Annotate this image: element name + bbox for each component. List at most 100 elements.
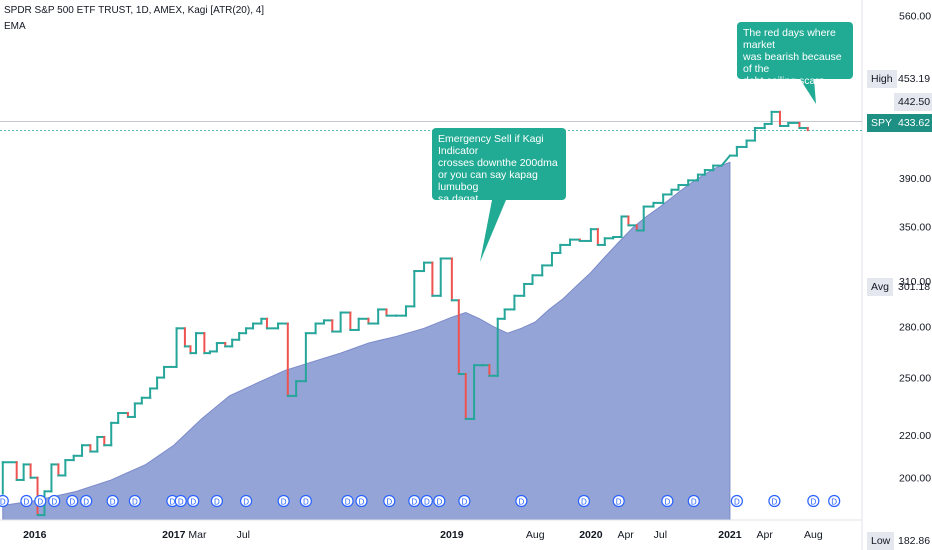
low-tag: Low [867, 532, 895, 550]
dividend-marker-label: D [214, 498, 220, 507]
x-tick-label: 2017 [162, 529, 186, 541]
x-tick-label: 2019 [440, 529, 464, 541]
dividend-marker [661, 494, 674, 508]
dividend-marker [768, 494, 781, 508]
dividend-marker [355, 494, 368, 508]
dividend-marker-label: D [69, 498, 75, 507]
dividend-marker-label: D [24, 498, 30, 507]
dividend-marker-label: D [243, 498, 249, 507]
dividend-marker-label: D [345, 498, 351, 507]
dividend-marker-label: D [51, 498, 57, 507]
dividend-marker [612, 494, 625, 508]
high-value: 453.19 [898, 73, 931, 85]
annotation-debt-ceiling[interactable]: The red days where market was bearish be… [737, 22, 853, 87]
high-label: High [871, 73, 893, 85]
dividend-marker-label: D [303, 498, 309, 507]
y-tick-label: 200.00 [899, 473, 931, 485]
dividend-marker [34, 494, 47, 508]
dividend-marker [433, 494, 446, 508]
y-tick-label: 250.00 [899, 373, 931, 385]
dividend-marker-label: D [37, 498, 43, 507]
dividend-marker [210, 494, 223, 508]
x-tick-label: Jul [237, 529, 250, 541]
dividend-marker [48, 494, 61, 508]
dividend-marker-label: D [178, 498, 184, 507]
x-tick-label: Apr [757, 529, 774, 541]
y-tick-label: 220.00 [899, 430, 931, 442]
chart-legend-ema: EMA [4, 21, 26, 32]
dividend-marker [828, 494, 841, 508]
dividend-marker-label: D [170, 498, 176, 507]
high-tag: High [867, 70, 897, 88]
dividend-marker [383, 494, 396, 508]
y-tick-label: 560.00 [899, 11, 931, 23]
dividend-marker [277, 494, 290, 508]
dividend-marker [687, 494, 700, 508]
dividend-marker-label: D [616, 498, 622, 507]
dividend-marker [420, 494, 433, 508]
dividend-marker-label: D [772, 498, 778, 507]
dividend-marker [0, 494, 9, 508]
x-tick-label: Mar [188, 529, 207, 541]
dividend-marker [577, 494, 591, 508]
dividend-marker-label: D [734, 498, 740, 507]
annotation-pointer-debt [800, 79, 816, 104]
dividend-marker-label: D [132, 498, 138, 507]
y-tick-label: 310.00 [899, 276, 931, 288]
spy-tag: SPY [867, 114, 897, 132]
dividend-marker [458, 494, 471, 508]
dividend-marker-label: D [190, 498, 196, 507]
dividend-marker [66, 494, 79, 508]
dividend-marker-label: D [424, 498, 430, 507]
ema-area [2, 161, 731, 521]
dividend-marker [106, 494, 119, 508]
avg-value: 301.18 [898, 281, 931, 293]
dividend-marker [299, 494, 312, 508]
spy-value: 433.62 [894, 114, 932, 132]
dividend-marker [341, 494, 354, 508]
x-tick-label: 2021 [718, 529, 742, 541]
avg-tag: Avg [867, 278, 893, 296]
dividend-marker [730, 494, 743, 508]
dividend-marker-label: D [461, 498, 467, 507]
chart-legend-title: SPDR S&P 500 ETF TRUST, 1D, AMEX, Kagi [… [4, 5, 265, 16]
dividend-marker-label: D [110, 498, 116, 507]
level-value: 442.50 [894, 93, 932, 111]
annotation-emergency-sell[interactable]: Emergency Sell if Kagi Indicator crosses… [432, 128, 566, 205]
y-tick-label: 280.00 [899, 322, 931, 334]
dividend-marker-label: D [386, 498, 392, 507]
y-tick-label: 350.00 [899, 222, 931, 234]
x-tick-label: Aug [804, 529, 823, 541]
dividend-marker [187, 494, 200, 508]
x-tick-label: 2016 [23, 529, 47, 541]
dividend-marker [239, 494, 253, 508]
dividend-marker [20, 494, 33, 508]
dividend-marker [807, 494, 820, 508]
dividend-marker-label: D [436, 498, 442, 507]
dividend-marker-label: D [664, 498, 670, 507]
dividend-marker-label: D [831, 498, 837, 507]
kagi-segment [720, 154, 732, 167]
dividend-marker-label: D [411, 498, 417, 507]
low-value: 182.86 [898, 535, 931, 547]
dividend-marker-label: D [0, 498, 6, 507]
x-tick-label: 2020 [579, 529, 603, 541]
x-tick-label: Aug [526, 529, 545, 541]
y-tick-label: 390.00 [899, 173, 931, 185]
x-tick-label: Apr [617, 529, 634, 541]
dividend-marker [128, 494, 141, 508]
x-tick-label: Jul [654, 529, 667, 541]
dividend-marker [515, 494, 528, 508]
dividend-marker-label: D [518, 498, 524, 507]
dividend-marker-label: D [691, 498, 697, 507]
dividend-marker-label: D [810, 498, 816, 507]
dividend-marker-label: D [581, 498, 587, 507]
dividend-marker-label: D [281, 498, 287, 507]
dividend-marker-label: D [83, 498, 89, 507]
dividend-marker [174, 494, 187, 508]
dividend-marker-label: D [359, 498, 365, 507]
dividend-marker [408, 494, 421, 508]
dividend-marker [80, 494, 93, 508]
annotation-pointer-emergency [480, 200, 506, 262]
